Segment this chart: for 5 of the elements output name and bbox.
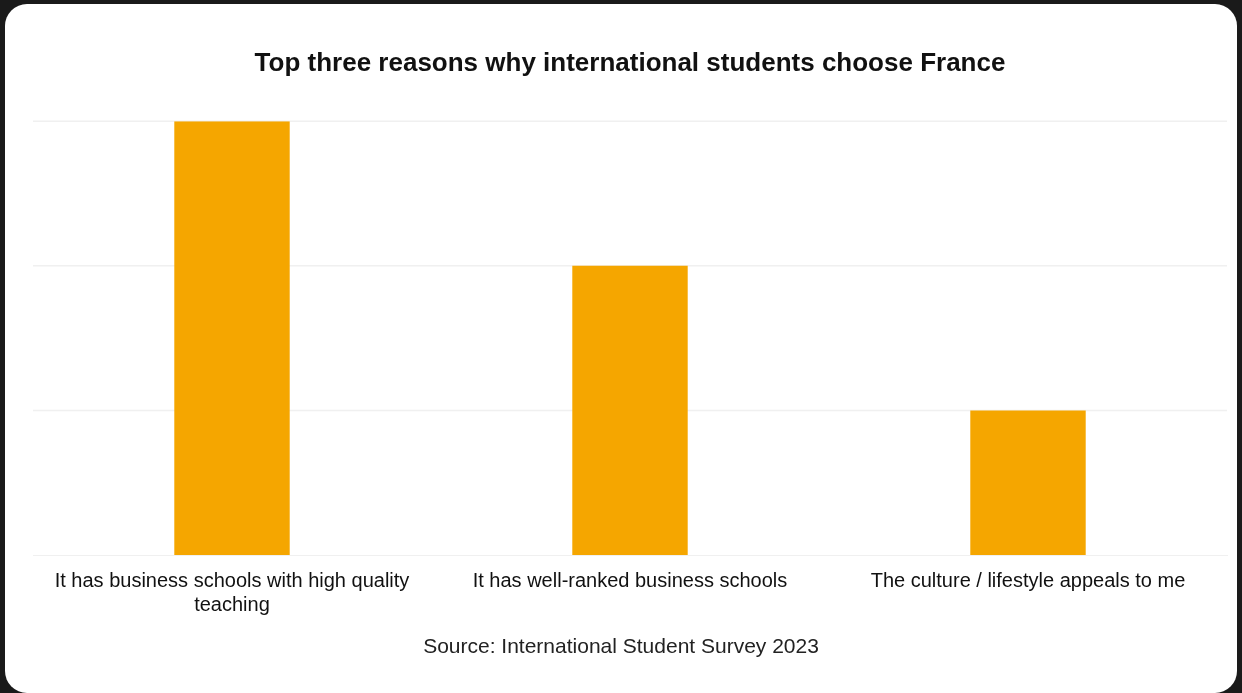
x-tick-label: It has business schools with high quality teaching [54,568,410,615]
x-tick-label: The culture / lifestyle appeals to me [870,568,1186,591]
chart-title: Top three reasons why international students choose France [254,46,1006,77]
source-note: Source: International Student Survey 2023 [423,634,819,657]
x-tick-label: It has well-ranked business schools [472,568,788,591]
